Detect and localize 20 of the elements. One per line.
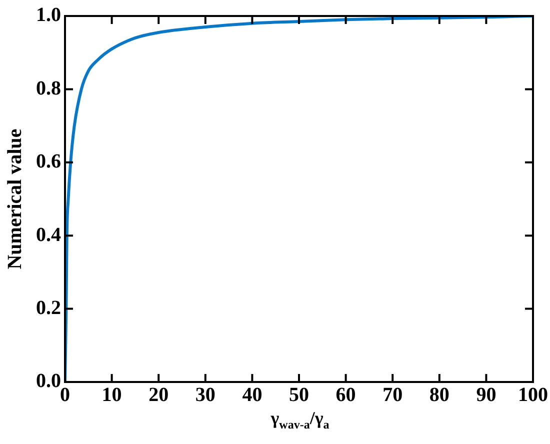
x-tick-label: 40 [242,384,262,406]
y-axis-title: Numerical value [4,128,26,270]
x-tick-label: 50 [289,384,309,406]
y-tick-label: 0.2 [36,296,61,319]
x-tick-label: 0 [60,384,70,406]
x-tick-label: 80 [429,384,450,406]
x-tick-label: 20 [148,384,169,406]
x-tick-label: 70 [382,384,403,406]
x-tick-label: 10 [102,384,122,406]
line-series [65,16,533,382]
y-tick-label: 0.6 [36,150,61,173]
y-tick-label: 0.4 [36,224,61,246]
x-tick-label: 100 [518,384,548,406]
y-tick-label: 0.8 [36,77,61,100]
x-tick-label: 60 [336,384,356,406]
x-axis-title: γ$_{wav-a}$/γ$_{a}$ [270,408,330,433]
x-tick-label: 90 [476,384,496,406]
y-tick-label: 1.0 [36,4,61,26]
y-tick-label: 0.0 [36,370,61,392]
x-tick-label: 30 [195,384,216,406]
